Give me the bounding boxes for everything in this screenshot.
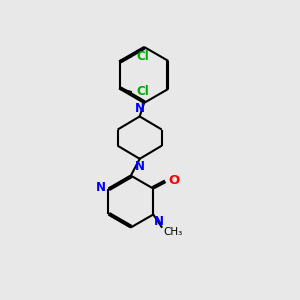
Text: Cl: Cl — [136, 50, 149, 63]
Text: CH₃: CH₃ — [163, 227, 182, 237]
Text: Cl: Cl — [136, 85, 149, 98]
Text: O: O — [168, 174, 179, 188]
Text: N: N — [135, 160, 145, 173]
Text: N: N — [154, 215, 164, 228]
Text: N: N — [135, 102, 145, 115]
Text: N: N — [96, 182, 106, 194]
